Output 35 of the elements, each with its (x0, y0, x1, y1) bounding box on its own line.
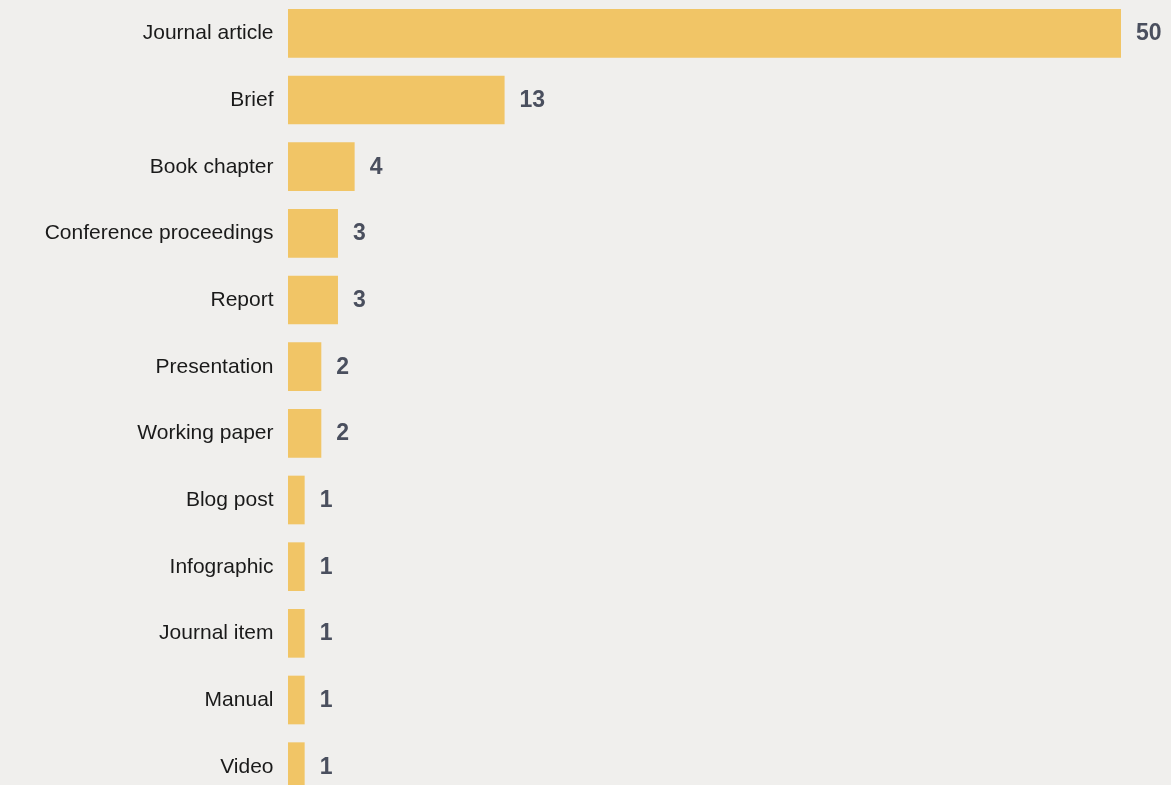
bar (288, 342, 322, 391)
bar (288, 542, 305, 591)
bar (288, 609, 305, 658)
bar (288, 475, 305, 525)
bar (288, 675, 305, 725)
y-tick-label: Infographic (169, 553, 274, 577)
y-tick-label: Presentation (155, 353, 274, 377)
data-label: 3 (352, 286, 366, 312)
data-label: 1 (319, 552, 333, 579)
y-tick-label: Working paper (137, 420, 274, 444)
data-label: 4 (369, 152, 383, 179)
y-tick-label: Conference proceedings (44, 220, 274, 244)
data-label: 13 (519, 86, 546, 112)
bar (288, 142, 355, 191)
bar (288, 275, 338, 325)
y-tick-label: Brief (230, 87, 274, 110)
y-tick-label: Book chapter (149, 153, 274, 177)
bar (288, 9, 1121, 58)
bar (288, 75, 505, 125)
data-label: 3 (352, 219, 366, 246)
y-tick-label: Manual (204, 687, 274, 710)
data-label: 2 (336, 419, 350, 446)
data-label: 50 (1136, 19, 1162, 46)
y-tick-label: Blog post (185, 487, 274, 510)
bar (288, 409, 322, 458)
data-label: 1 (319, 619, 333, 646)
y-tick-label: Journal item (159, 620, 274, 644)
y-tick-label: Journal article (142, 20, 274, 44)
bar (288, 209, 338, 258)
y-tick-label: Video (220, 753, 274, 777)
data-label: 2 (336, 352, 350, 379)
data-label: 1 (319, 486, 333, 512)
data-label: 1 (319, 686, 333, 712)
y-tick-label: Report (210, 287, 274, 310)
data-label: 1 (319, 752, 333, 779)
